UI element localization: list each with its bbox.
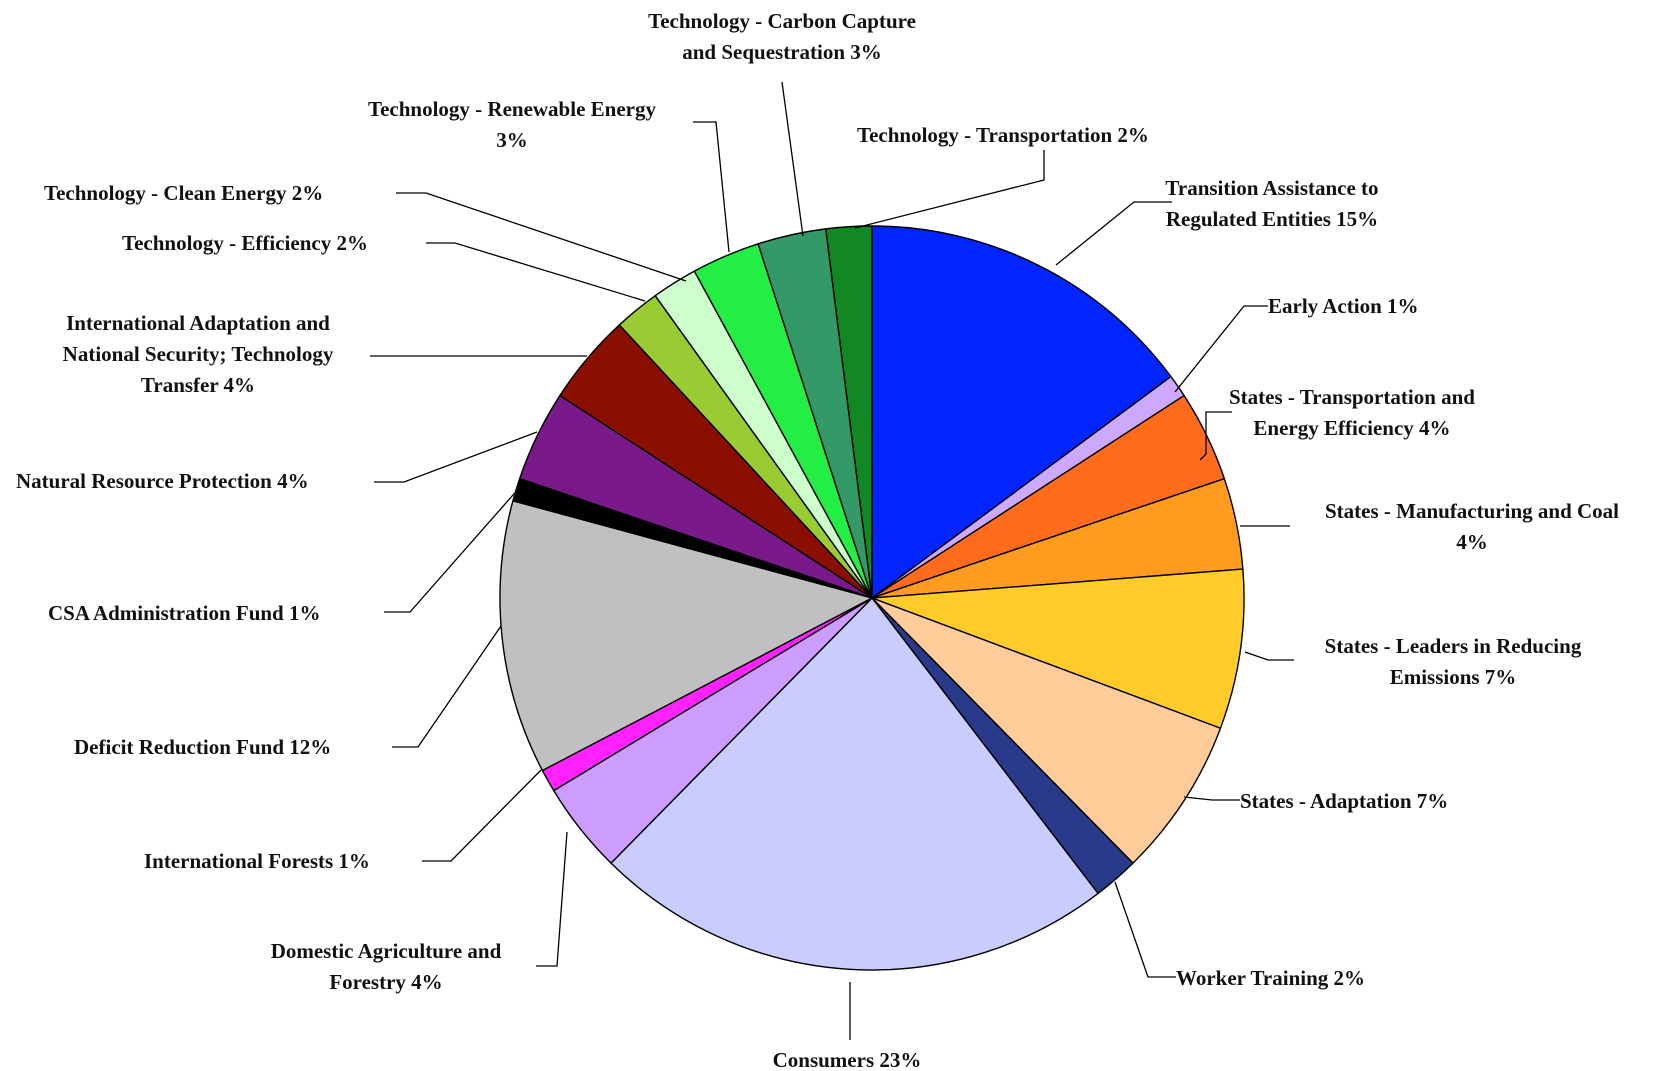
leader-lines xyxy=(370,81,1294,1040)
slice-label: CSA Administration Fund 1% xyxy=(48,601,321,625)
slice-label: States - Adaptation 7% xyxy=(1240,789,1448,813)
slice-label: Early Action 1% xyxy=(1268,294,1419,318)
pie-slice xyxy=(825,225,873,599)
pie-slice xyxy=(871,225,1172,599)
slice-label: Worker Training 2% xyxy=(1176,966,1365,990)
slice-label: International Forests 1% xyxy=(144,849,370,873)
leader-line xyxy=(1114,881,1176,978)
pie-slice xyxy=(499,500,873,772)
leader-line xyxy=(384,486,521,613)
slice-label: Technology - Transportation 2% xyxy=(857,123,1149,147)
leader-line xyxy=(1055,201,1172,266)
slice-label: Technology - Renewable Energy 3% xyxy=(368,97,656,152)
slice-label: Technology - Clean Energy 2% xyxy=(44,181,323,205)
pie-slices xyxy=(499,225,1245,971)
leader-line xyxy=(1183,796,1240,801)
leader-line xyxy=(1199,411,1232,461)
slice-label: Domestic Agriculture and Forestry 4% xyxy=(271,939,502,994)
slice-label: Consumers 23% xyxy=(773,1048,922,1071)
leader-line xyxy=(693,121,730,253)
pie-slice xyxy=(871,568,1245,729)
leader-line xyxy=(781,81,804,237)
slice-label: Deficit Reduction Fund 12% xyxy=(74,735,331,759)
slice-label: International Adaptation and National Sec… xyxy=(63,311,334,397)
slice-label: States - Leaders in Reducing Emissions 7% xyxy=(1325,634,1582,689)
slice-labels: Transition Assistance to Regulated Entiti… xyxy=(16,9,1619,1071)
leader-line xyxy=(422,769,542,862)
slice-label: Technology - Carbon Capture and Sequestra… xyxy=(648,9,916,64)
pie-slice xyxy=(871,597,1222,864)
leader-line xyxy=(854,150,1045,229)
leader-line xyxy=(536,831,568,967)
slice-label: Technology - Efficiency 2% xyxy=(122,231,368,255)
slice-label: States - Manufacturing and Coal 4% xyxy=(1325,499,1619,554)
leader-line xyxy=(1244,651,1294,661)
leader-line xyxy=(396,192,687,282)
pie-slice xyxy=(610,597,1099,971)
slice-label: Natural Resource Protection 4% xyxy=(16,469,309,493)
leader-line xyxy=(374,431,538,483)
leader-line xyxy=(1174,305,1268,393)
leader-line xyxy=(426,242,646,302)
slice-label: States - Transportation and Energy Effici… xyxy=(1229,385,1475,440)
leader-line xyxy=(392,625,502,748)
slice-label: Transition Assistance to Regulated Entiti… xyxy=(1165,176,1378,231)
